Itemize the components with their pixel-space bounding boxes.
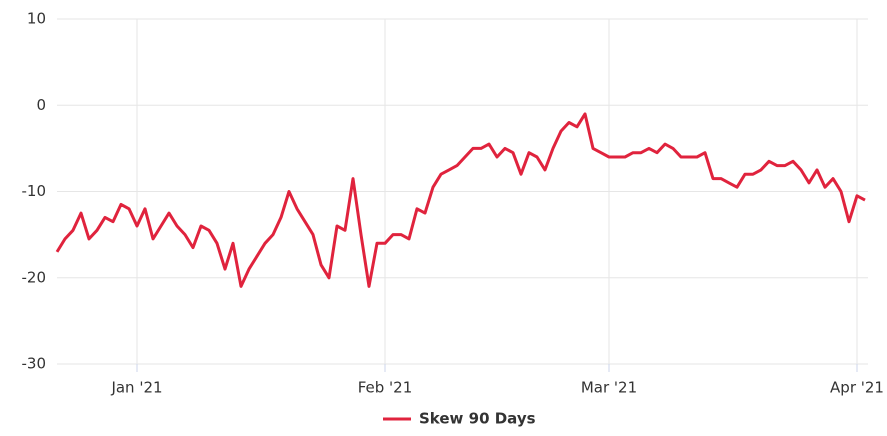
y-tick-label: -20 (22, 268, 47, 286)
y-tick-label: 10 (27, 10, 46, 28)
y-tick-label: -30 (22, 355, 47, 373)
y-tick-label: -10 (22, 182, 47, 200)
x-tick-label: Mar '21 (581, 379, 637, 397)
x-tick-label: Feb '21 (358, 379, 413, 397)
y-tick-label: 0 (36, 96, 46, 114)
legend-label: Skew 90 Days (419, 410, 536, 428)
x-tick-label: Apr '21 (830, 379, 884, 397)
data-line (55, 112, 866, 288)
x-tick-label: Jan '21 (110, 379, 162, 397)
